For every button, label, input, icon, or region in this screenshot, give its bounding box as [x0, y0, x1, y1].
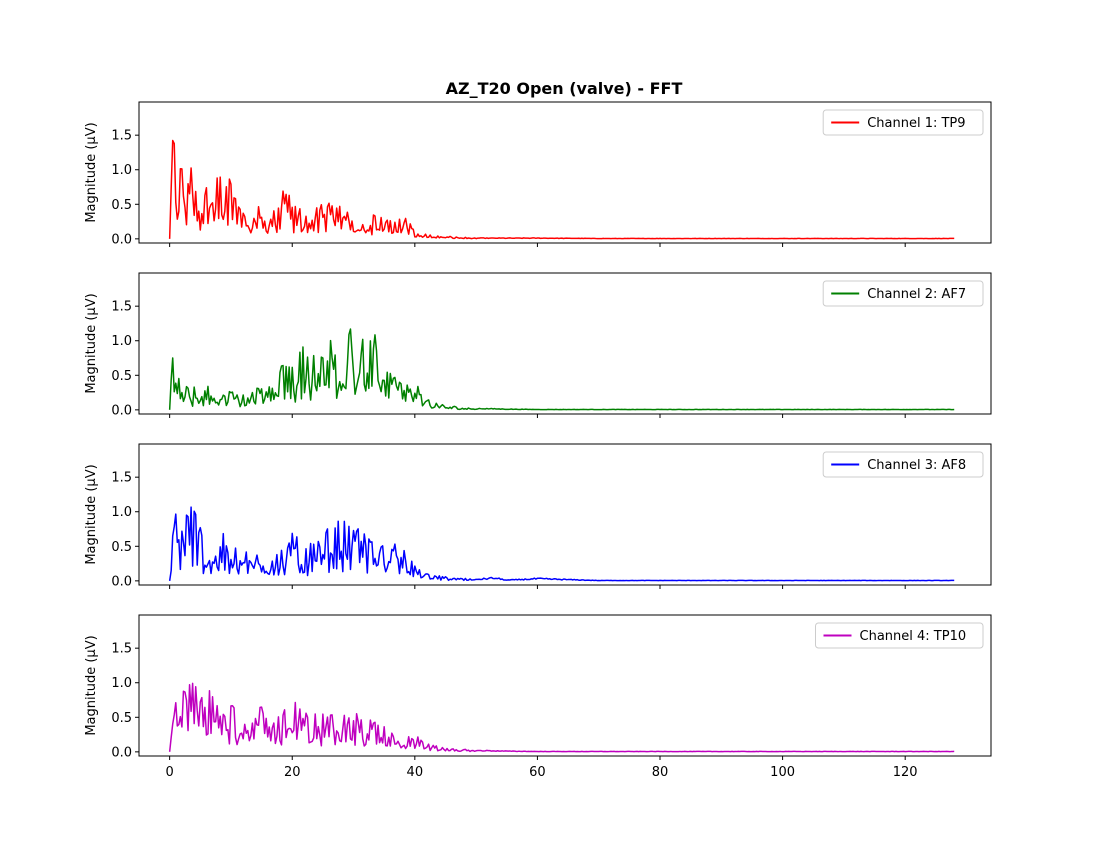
y-tick-label: 0.0 — [111, 403, 132, 418]
x-tick-label: 40 — [407, 765, 424, 780]
y-axis-label: Magnitude (μV) — [84, 464, 99, 564]
subplot-channel-4: 0.0 0.5 1.0 1.5 Magnitude (μV) 0 20 40 60 80 100 12… — [84, 614, 992, 780]
subplot-channel-1: 0.0 0.5 1.0 1.5 Magnitude (μV) Channel 1: TP9 — [84, 101, 992, 247]
y-tick-label: 1.0 — [111, 163, 132, 178]
legend-label: Channel 2: AF7 — [867, 287, 966, 302]
x-tick-label: 80 — [652, 765, 669, 780]
y-tick-label: 0.0 — [111, 232, 132, 247]
x-tick-label: 120 — [893, 765, 918, 780]
y-tick-label: 1.0 — [111, 334, 132, 349]
y-tick-label: 1.0 — [111, 505, 132, 520]
x-tick-label: 100 — [770, 765, 795, 780]
y-axis-label: Magnitude (μV) — [84, 122, 99, 222]
subplot-panels: 0.0 0.5 1.0 1.5 Magnitude (μV) Channel 1: TP9… — [84, 101, 992, 780]
axes-frame — [138, 614, 992, 757]
series-line-channel-1 — [168, 139, 955, 240]
y-axis-label: Magnitude (μV) — [84, 635, 99, 735]
legend-label: Channel 4: TP10 — [860, 629, 967, 644]
x-tick-label: 60 — [529, 765, 546, 780]
legend-label: Channel 1: TP9 — [867, 116, 965, 131]
axes-frame — [138, 272, 992, 415]
subplot-channel-3: 0.0 0.5 1.0 1.5 Magnitude (μV) Channel 3: AF8 — [84, 443, 992, 589]
legend-box — [822, 280, 984, 307]
series-line-channel-4 — [168, 682, 955, 753]
y-tick-label: 0.5 — [111, 369, 132, 384]
y-tick-label: 1.5 — [111, 642, 132, 657]
legend-label: Channel 3: AF8 — [867, 458, 966, 473]
legend-box — [815, 622, 984, 649]
y-tick-label: 1.0 — [111, 676, 132, 691]
x-tick-label: 20 — [284, 765, 301, 780]
series-line-channel-3 — [168, 506, 955, 582]
series-line-channel-2 — [168, 328, 955, 411]
y-tick-label: 0.0 — [111, 745, 132, 760]
axes-frame — [138, 443, 992, 586]
y-tick-label: 0.5 — [111, 198, 132, 213]
legend-box — [822, 109, 984, 136]
subplot-channel-2: 0.0 0.5 1.0 1.5 Magnitude (μV) Channel 2: AF7 — [84, 272, 992, 418]
y-tick-label: 1.5 — [111, 471, 132, 486]
y-tick-label: 0.5 — [111, 711, 132, 726]
axes-frame — [138, 101, 992, 244]
y-tick-label: 1.5 — [111, 300, 132, 315]
y-axis-label: Magnitude (μV) — [84, 293, 99, 393]
legend-box — [822, 451, 984, 478]
y-tick-label: 0.5 — [111, 540, 132, 555]
y-tick-label: 0.0 — [111, 574, 132, 589]
y-tick-label: 1.5 — [111, 129, 132, 144]
x-tick-label: 0 — [166, 765, 174, 780]
figure-title: AZ_T20 Open (valve) - FFT — [446, 79, 683, 98]
